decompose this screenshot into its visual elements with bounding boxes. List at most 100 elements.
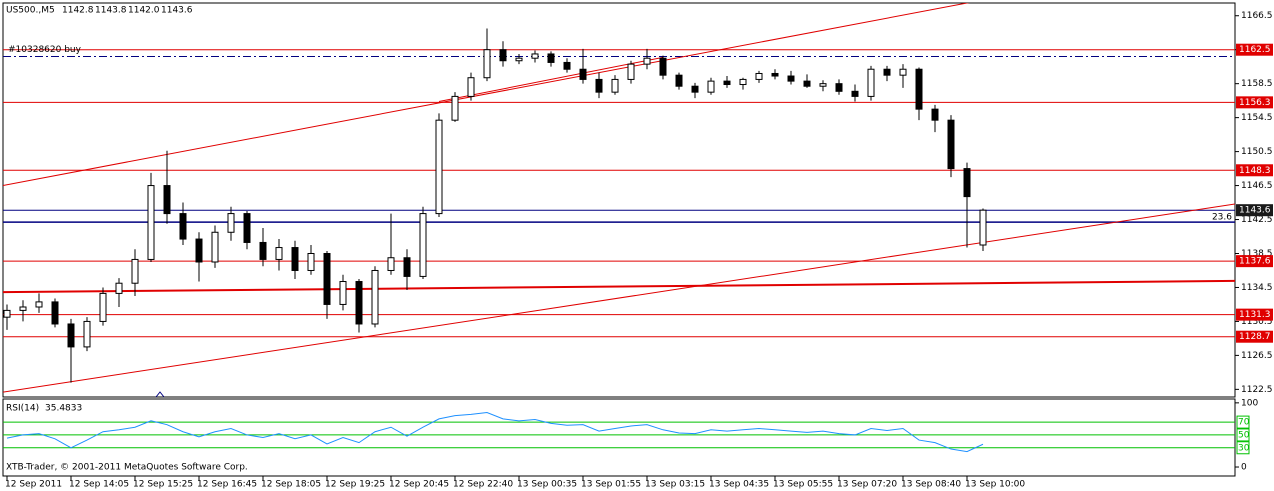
x-tick-label: 12 Sep 18:05 <box>261 480 321 490</box>
quote-close: 1143.6 <box>161 6 193 16</box>
candle-body <box>723 80 731 86</box>
y-tick-label: 1126.5 <box>1241 351 1273 361</box>
candle-body <box>355 281 363 325</box>
order-label: #10328620 buy <box>8 45 82 55</box>
candle-body <box>611 78 619 93</box>
candle-body <box>435 119 443 215</box>
candle-body <box>707 80 715 93</box>
x-tick-label: 12 Sep 22:40 <box>453 480 513 490</box>
y-tick-label: 1150.5 <box>1241 147 1273 157</box>
candle-body <box>931 108 939 121</box>
rsi-line <box>6 411 984 453</box>
candle-body <box>531 53 539 59</box>
candle-body <box>99 292 107 322</box>
candle-body <box>915 68 923 110</box>
level-label: 1128.7 <box>1239 332 1271 342</box>
y-tick-label: 1154.5 <box>1241 113 1273 123</box>
x-tick-label: 13 Sep 07:20 <box>837 480 897 490</box>
x-tick-label: 13 Sep 08:40 <box>901 480 961 490</box>
candle-body <box>515 57 523 62</box>
level-box <box>1236 308 1273 321</box>
x-tick-label: 12 Sep 2011 <box>5 480 62 490</box>
candle-body <box>3 309 11 318</box>
candle-body <box>67 323 75 348</box>
indicator-value: 35.4833 <box>45 404 82 414</box>
candle-body <box>947 119 955 170</box>
level-label: 1148.3 <box>1239 166 1271 176</box>
candle-body <box>803 80 811 87</box>
candle-body <box>147 185 155 260</box>
level-label: 1131.3 <box>1239 310 1271 320</box>
candle-body <box>179 213 187 240</box>
symbol: US500.,M5 <box>6 6 55 16</box>
bid-label: 1143.6 <box>1239 206 1271 216</box>
candle-body <box>19 306 27 311</box>
candle-body <box>819 83 827 87</box>
x-tick-label: 13 Sep 03:15 <box>645 480 705 490</box>
candle-body <box>323 252 331 305</box>
candle-body <box>579 68 587 80</box>
candle-body <box>627 63 635 80</box>
candle-body <box>659 57 667 76</box>
candle-body <box>979 209 987 246</box>
bid-box <box>1236 204 1273 217</box>
y-tick-label: 1134.5 <box>1241 283 1273 293</box>
x-tick-label: 13 Sep 10:00 <box>965 480 1025 490</box>
candle-body <box>851 90 859 97</box>
x-tick-label: 12 Sep 15:25 <box>133 480 193 490</box>
candle-body <box>899 68 907 76</box>
level-box <box>1236 96 1273 109</box>
candle-body <box>35 301 43 308</box>
candle-body <box>547 53 555 63</box>
trend-line <box>3 279 1235 294</box>
rsi-level-box <box>1236 428 1250 442</box>
trend-line <box>3 203 1235 393</box>
candle-body <box>675 74 683 87</box>
rsi-tick-label: 0 <box>1241 463 1247 473</box>
candle-body <box>643 57 651 65</box>
rsi-level-box <box>1236 441 1250 455</box>
level-box <box>1236 330 1273 343</box>
candle-body <box>307 252 315 271</box>
level-box <box>1236 43 1273 56</box>
footer: XTB-Trader, © 2001-2011 MetaQuotes Softw… <box>6 463 248 473</box>
candle-body <box>211 231 219 263</box>
candle-body <box>739 78 747 86</box>
rsi-panel <box>2 398 1236 477</box>
x-tick-label: 12 Sep 16:45 <box>197 480 257 490</box>
candle-body <box>131 258 139 284</box>
y-tick-label: 1138.5 <box>1241 249 1273 259</box>
candle-body <box>867 68 875 97</box>
candle-body <box>51 301 59 325</box>
candle-body <box>227 213 235 233</box>
y-tick-label: 1142.5 <box>1241 215 1273 225</box>
level-label: 1162.5 <box>1239 45 1271 55</box>
x-tick-label: 13 Sep 05:55 <box>773 480 833 490</box>
candle-body <box>835 83 843 92</box>
candle-body <box>419 213 427 277</box>
x-tick-label: 12 Sep 14:05 <box>69 480 129 490</box>
candle-body <box>963 168 971 198</box>
candle-body <box>163 185 171 215</box>
event-marker <box>155 391 165 398</box>
rsi-level-label: 50 <box>1238 430 1250 440</box>
trend-line <box>438 56 664 102</box>
candle-body <box>403 257 411 277</box>
y-tick-label: 1158.5 <box>1241 79 1273 89</box>
quote-high: 1143.8 <box>95 6 127 16</box>
rsi-level-label: 30 <box>1238 443 1250 453</box>
x-tick-label: 12 Sep 19:25 <box>325 480 385 490</box>
y-tick-label: 1146.5 <box>1241 181 1273 191</box>
candle-body <box>371 269 379 325</box>
candle-body <box>755 72 763 80</box>
trend-line <box>3 3 970 186</box>
candle-body <box>563 61 571 70</box>
candle-body <box>243 213 251 243</box>
candle-body <box>483 49 491 79</box>
candle-body <box>83 320 91 348</box>
candle-body <box>275 247 283 260</box>
candle-body <box>883 68 891 76</box>
level-label: 1156.3 <box>1239 98 1271 108</box>
candle-body <box>387 257 395 271</box>
